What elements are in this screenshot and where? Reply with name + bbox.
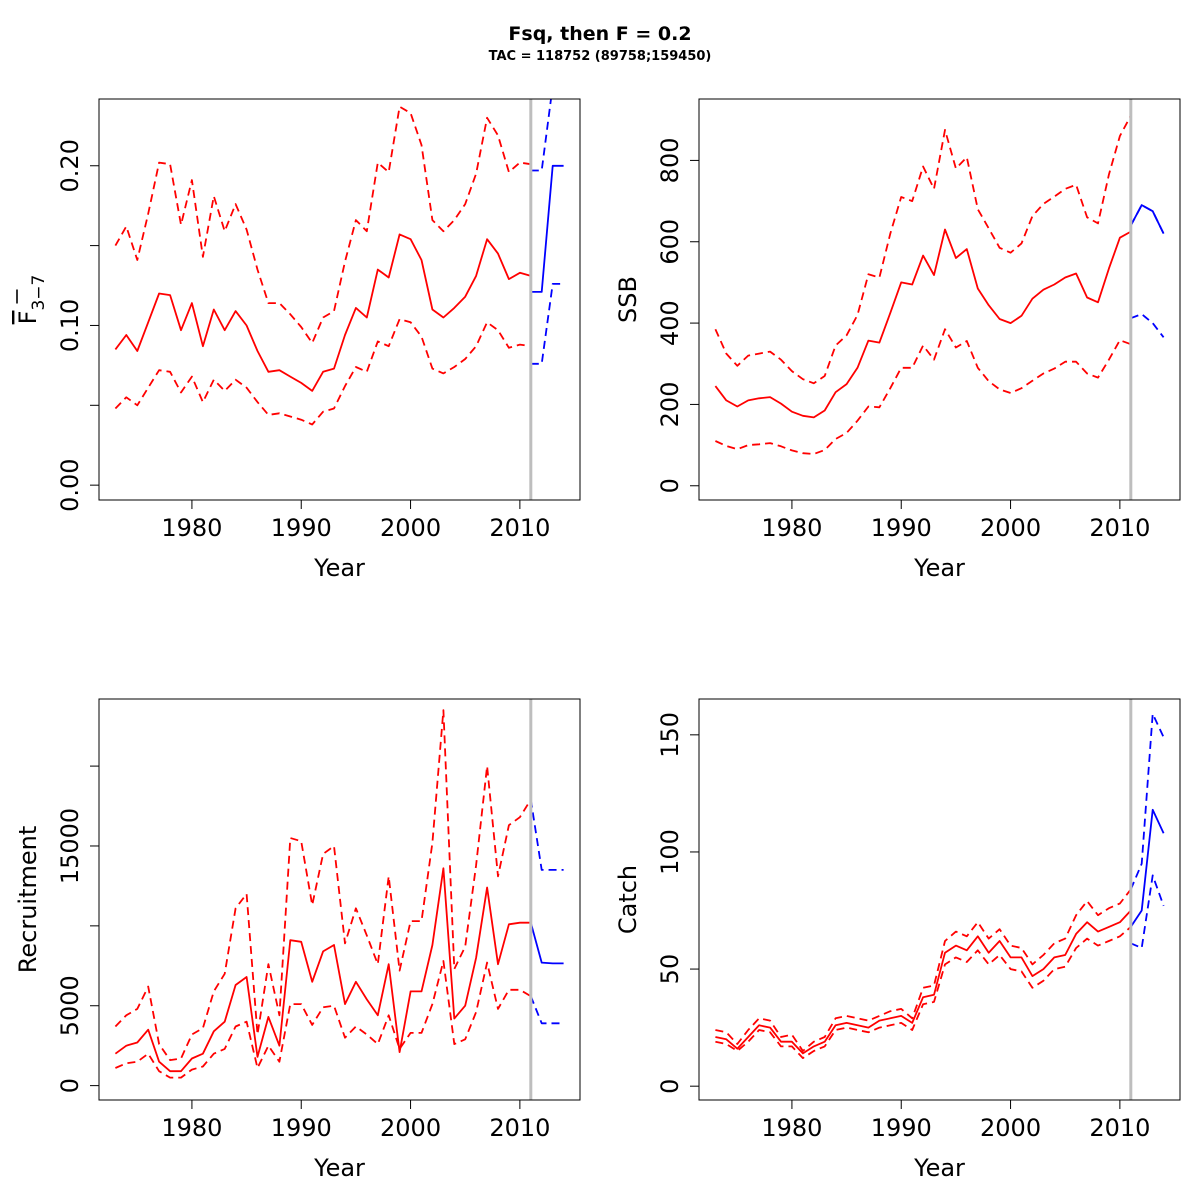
- y-tick-label: 150: [656, 712, 684, 758]
- y-tick-label: 5000: [56, 975, 84, 1036]
- y-tick-label: 0: [656, 1079, 684, 1094]
- x-axis-label: Year: [913, 554, 965, 582]
- projection-median-line: [1130, 204, 1165, 234]
- projection-upper-line: [1130, 204, 1165, 234]
- historic-upper-line: [715, 888, 1132, 1052]
- x-tick-label: 2000: [380, 1114, 441, 1142]
- plot-area: [715, 712, 1165, 1059]
- main-title: Fsq, then F = 0.2: [508, 23, 691, 45]
- y-tick-label: 200: [656, 382, 684, 428]
- x-tick-label: 1980: [161, 1114, 222, 1142]
- historic-median-line: [715, 909, 1132, 1055]
- y-tick-label: 800: [656, 138, 684, 184]
- y-tick-label: 0.20: [56, 139, 84, 192]
- panel-catch: 1980 1990 2000 2010 0 50 100 150 Year Catch: [614, 698, 1181, 1182]
- projection-upper-line: [1129, 712, 1165, 890]
- y-axis-label: Catch: [614, 865, 642, 934]
- panel-ssb: 1980 1990 2000 2010 0 200 400 600 800 Year SSB: [614, 98, 1181, 582]
- y-axis-label: Recruitment: [14, 826, 42, 973]
- projection-median-line: [1130, 808, 1165, 928]
- y-tick-label: 600: [656, 219, 684, 265]
- y-axis-label: SSB: [614, 276, 642, 323]
- x-tick-label: 1980: [761, 1114, 822, 1142]
- projection-upper-line: [530, 99, 552, 172]
- x-tick-label: 2000: [980, 514, 1041, 542]
- plot-area: [114, 99, 564, 426]
- projection-lower-line: [1130, 874, 1165, 949]
- plot-frame: [98, 698, 581, 1101]
- historic-lower-line: [115, 960, 532, 1079]
- y-tick-label: 0.00: [56, 458, 84, 511]
- y-axis-label: F3−7: [14, 275, 49, 325]
- x-tick-label: 2000: [980, 1114, 1041, 1142]
- y-tick-label: 50: [656, 954, 684, 985]
- x-tick-label: 1990: [871, 514, 932, 542]
- historic-lower-line: [114, 318, 531, 426]
- x-tick-label: 1990: [871, 1114, 932, 1142]
- historic-lower-line: [715, 926, 1132, 1059]
- x-tick-label: 1990: [271, 1114, 332, 1142]
- projection-median-line: [529, 922, 564, 965]
- historic-upper-line: [114, 105, 531, 344]
- panel-recruitment: 1980 1990 2000 2010 0 5000 15000 Year Recruitmen…: [14, 698, 581, 1182]
- historic-median-line: [114, 233, 532, 392]
- historic-lower-line: [715, 328, 1132, 455]
- plot-frame: [98, 98, 581, 501]
- projection-lower-line: [529, 995, 564, 1025]
- x-tick-label: 2010: [1089, 1114, 1150, 1142]
- plot-frame: [698, 698, 1181, 1101]
- plot-area: [114, 709, 564, 1079]
- y-tick-label: 0: [56, 1078, 84, 1093]
- y-tick-label: 15000: [56, 808, 84, 884]
- x-tick-label: 2010: [489, 514, 550, 542]
- historic-median-line: [114, 867, 531, 1073]
- projection-median-line: [530, 164, 564, 293]
- y-tick-label: 0.10: [56, 299, 84, 352]
- projection-upper-line: [529, 799, 564, 871]
- x-tick-label: 2010: [1089, 514, 1150, 542]
- panel-fbar: 1980 1990 2000 2010 0.00 0.10 0.20 Year F3−7: [14, 98, 581, 582]
- x-tick-label: 2010: [489, 1114, 550, 1142]
- plot-area: [714, 115, 1165, 455]
- historic-upper-line: [114, 709, 532, 1061]
- y-tick-label: 100: [656, 829, 684, 875]
- x-axis-label: Year: [913, 1154, 965, 1182]
- plot-frame: [698, 98, 1181, 501]
- projection-lower-line: [1130, 313, 1165, 338]
- projection-lower-line: [530, 282, 564, 365]
- y-axis-label-subscript: 3−7: [29, 275, 49, 311]
- x-tick-label: 2000: [380, 514, 441, 542]
- historic-upper-line: [714, 115, 1132, 385]
- x-axis-label: Year: [313, 1154, 365, 1182]
- x-tick-label: 1990: [271, 514, 332, 542]
- x-tick-label: 1980: [761, 514, 822, 542]
- y-tick-label: 0: [656, 478, 684, 493]
- y-axis-label-main: F: [14, 311, 42, 325]
- sub-title: TAC = 118752 (89758;159450): [489, 49, 712, 64]
- x-axis-label: Year: [313, 554, 365, 582]
- y-tick-label: 400: [656, 300, 684, 346]
- historic-median-line: [714, 228, 1132, 419]
- x-tick-label: 1980: [161, 514, 222, 542]
